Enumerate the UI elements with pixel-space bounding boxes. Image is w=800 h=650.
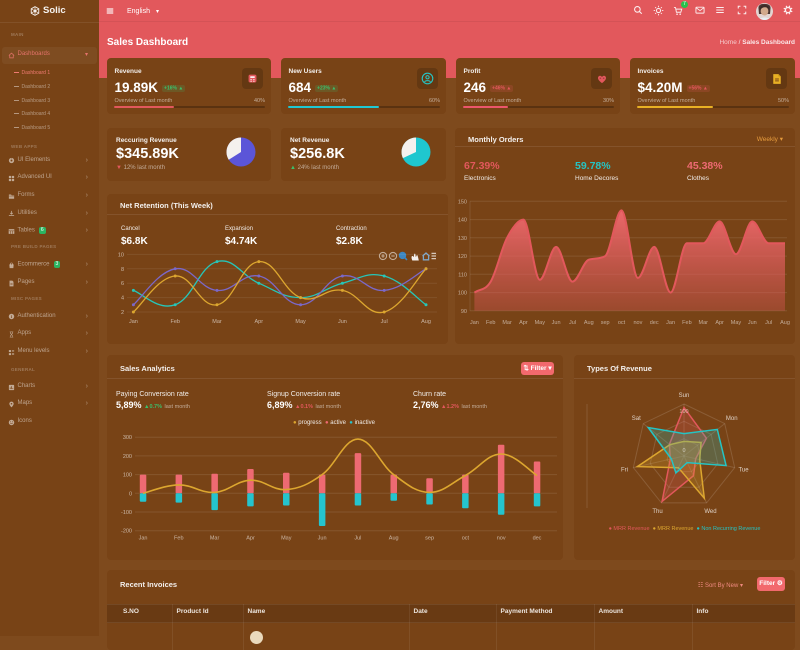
svg-text:Jun: Jun: [338, 319, 347, 325]
svg-text:200: 200: [123, 454, 132, 460]
svg-text:Tue: Tue: [738, 468, 749, 474]
svg-text:Apr: Apr: [246, 535, 255, 541]
svg-text:May: May: [295, 319, 306, 325]
svg-text:Jul: Jul: [569, 320, 576, 326]
svg-text:Thu: Thu: [652, 509, 662, 515]
svg-text:6: 6: [121, 281, 124, 287]
svg-text:nov: nov: [497, 535, 506, 541]
svg-text:4: 4: [121, 296, 124, 302]
svg-text:Jul: Jul: [381, 319, 388, 325]
svg-text:100: 100: [679, 409, 688, 415]
svg-text:90: 90: [461, 309, 467, 315]
svg-text:dec: dec: [533, 535, 542, 541]
svg-text:10: 10: [118, 252, 124, 258]
svg-text:Apr: Apr: [715, 320, 724, 326]
svg-text:100: 100: [458, 291, 467, 297]
svg-text:Wed: Wed: [704, 509, 716, 515]
svg-text:Sun: Sun: [679, 393, 690, 399]
svg-text:Aug: Aug: [584, 320, 594, 326]
svg-text:100: 100: [123, 473, 132, 479]
svg-text:2: 2: [121, 310, 124, 316]
svg-text:Jan: Jan: [129, 319, 138, 325]
svg-text:0: 0: [129, 491, 132, 497]
svg-text:Sat: Sat: [632, 416, 641, 422]
svg-text:Apr: Apr: [255, 319, 264, 325]
svg-text:sep: sep: [601, 320, 610, 326]
svg-text:Jul: Jul: [765, 320, 772, 326]
svg-text:Aug: Aug: [389, 535, 399, 541]
svg-text:Apr: Apr: [519, 320, 528, 326]
svg-text:Jul: Jul: [354, 535, 361, 541]
svg-text:Jun: Jun: [318, 535, 327, 541]
svg-text:oct: oct: [618, 320, 626, 326]
svg-text:Mar: Mar: [502, 320, 512, 326]
svg-text:Jan: Jan: [139, 535, 148, 541]
svg-text:Mar: Mar: [210, 535, 220, 541]
svg-text:Jun: Jun: [552, 320, 561, 326]
svg-text:300: 300: [123, 435, 132, 441]
svg-text:Aug: Aug: [780, 320, 790, 326]
svg-text:May: May: [535, 320, 546, 326]
svg-text:Mar: Mar: [212, 319, 222, 325]
svg-text:Feb: Feb: [174, 535, 183, 541]
svg-text:Mon: Mon: [726, 416, 738, 422]
svg-text:Feb: Feb: [682, 320, 691, 326]
svg-text:-100: -100: [121, 510, 132, 516]
svg-text:dec: dec: [650, 320, 659, 326]
svg-text:8: 8: [121, 267, 124, 273]
svg-text:Feb: Feb: [170, 319, 179, 325]
svg-text:sep: sep: [425, 535, 434, 541]
svg-text:May: May: [281, 535, 292, 541]
svg-text:-200: -200: [121, 529, 132, 535]
svg-text:May: May: [731, 320, 742, 326]
svg-text:Feb: Feb: [486, 320, 495, 326]
svg-text:0: 0: [682, 448, 685, 454]
svg-text:140: 140: [458, 218, 467, 224]
svg-text:Fri: Fri: [621, 468, 628, 474]
svg-text:120: 120: [458, 254, 467, 260]
svg-text:Aug: Aug: [421, 319, 431, 325]
svg-text:nov: nov: [633, 320, 642, 326]
svg-text:110: 110: [458, 272, 467, 278]
svg-text:Jun: Jun: [748, 320, 757, 326]
svg-text:150: 150: [458, 199, 467, 205]
svg-text:Jan: Jan: [470, 320, 479, 326]
svg-text:130: 130: [458, 236, 467, 242]
svg-text:Mar: Mar: [699, 320, 709, 326]
svg-text:Jan: Jan: [666, 320, 675, 326]
svg-text:oct: oct: [462, 535, 470, 541]
